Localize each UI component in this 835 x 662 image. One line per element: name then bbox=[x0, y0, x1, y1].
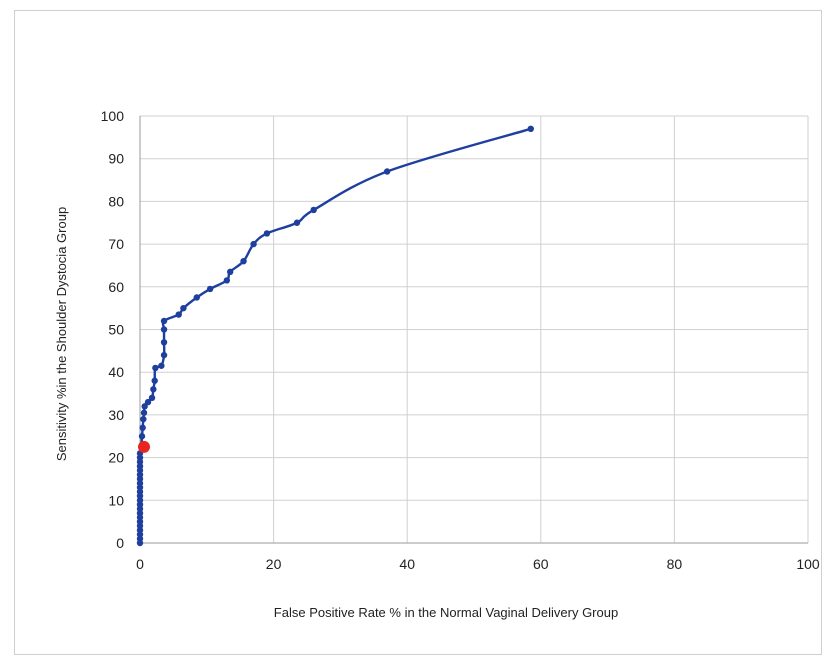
y-tick-label-0: 0 bbox=[116, 535, 124, 551]
data-point-43 bbox=[226, 268, 234, 276]
x-axis-title: False Positive Rate % in the Normal Vagi… bbox=[274, 605, 618, 620]
roc-curve-line bbox=[138, 127, 532, 543]
data-point-46 bbox=[263, 230, 271, 237]
data-point-45 bbox=[250, 240, 257, 248]
data-point-30 bbox=[150, 386, 157, 393]
data-point-32 bbox=[152, 364, 159, 372]
y-axis-title: Sensitivity %in the Shoulder Dystocia Gr… bbox=[54, 207, 69, 461]
x-tick-label-80: 80 bbox=[667, 556, 683, 572]
y-tick-label-40: 40 bbox=[108, 364, 124, 380]
data-point-31 bbox=[151, 377, 158, 384]
y-tick-labels: 0 10 20 30 40 50 60 70 80 90 100 bbox=[101, 108, 125, 551]
data-point-48 bbox=[310, 206, 317, 214]
plot-grid bbox=[139, 115, 809, 544]
data-point-34 bbox=[160, 351, 168, 359]
x-tick-label-100: 100 bbox=[796, 556, 820, 572]
data-point-38 bbox=[175, 311, 182, 318]
data-point-23 bbox=[138, 433, 146, 440]
y-tick-label-50: 50 bbox=[108, 322, 124, 338]
data-point-37 bbox=[160, 317, 168, 325]
data-point-35 bbox=[160, 339, 168, 346]
y-tick-label-90: 90 bbox=[108, 151, 124, 167]
x-tick-labels: 0 20 40 60 80 100 bbox=[136, 556, 820, 572]
data-point-26 bbox=[140, 409, 148, 416]
data-point-39 bbox=[180, 304, 187, 312]
y-tick-label-80: 80 bbox=[108, 193, 124, 209]
y-tick-label-10: 10 bbox=[108, 492, 124, 508]
roc-curve-markers bbox=[136, 125, 534, 547]
x-tick-label-0: 0 bbox=[136, 556, 144, 572]
x-tick-label-60: 60 bbox=[533, 556, 549, 572]
data-point-24 bbox=[139, 424, 146, 431]
data-point-29 bbox=[148, 394, 156, 402]
data-point-47 bbox=[293, 219, 301, 226]
data-point-42 bbox=[223, 277, 231, 284]
data-point-33 bbox=[158, 362, 165, 369]
y-tick-label-20: 20 bbox=[108, 450, 124, 466]
data-point-49 bbox=[383, 168, 391, 175]
y-tick-label-60: 60 bbox=[108, 279, 124, 295]
highlight-point bbox=[138, 440, 151, 453]
highlight-point-layer bbox=[138, 440, 151, 453]
data-point-41 bbox=[206, 285, 214, 293]
data-point-36 bbox=[160, 326, 168, 333]
data-point-50 bbox=[527, 125, 534, 133]
data-point-28 bbox=[144, 398, 152, 406]
y-tick-label-70: 70 bbox=[108, 236, 124, 252]
data-point-25 bbox=[140, 415, 147, 423]
y-tick-label-100: 100 bbox=[101, 108, 125, 124]
data-point-44 bbox=[240, 257, 247, 265]
x-tick-label-20: 20 bbox=[266, 556, 282, 572]
x-tick-label-40: 40 bbox=[399, 556, 415, 572]
chart-frame bbox=[14, 10, 822, 655]
data-point-40 bbox=[193, 294, 200, 301]
y-tick-label-30: 30 bbox=[108, 407, 124, 423]
